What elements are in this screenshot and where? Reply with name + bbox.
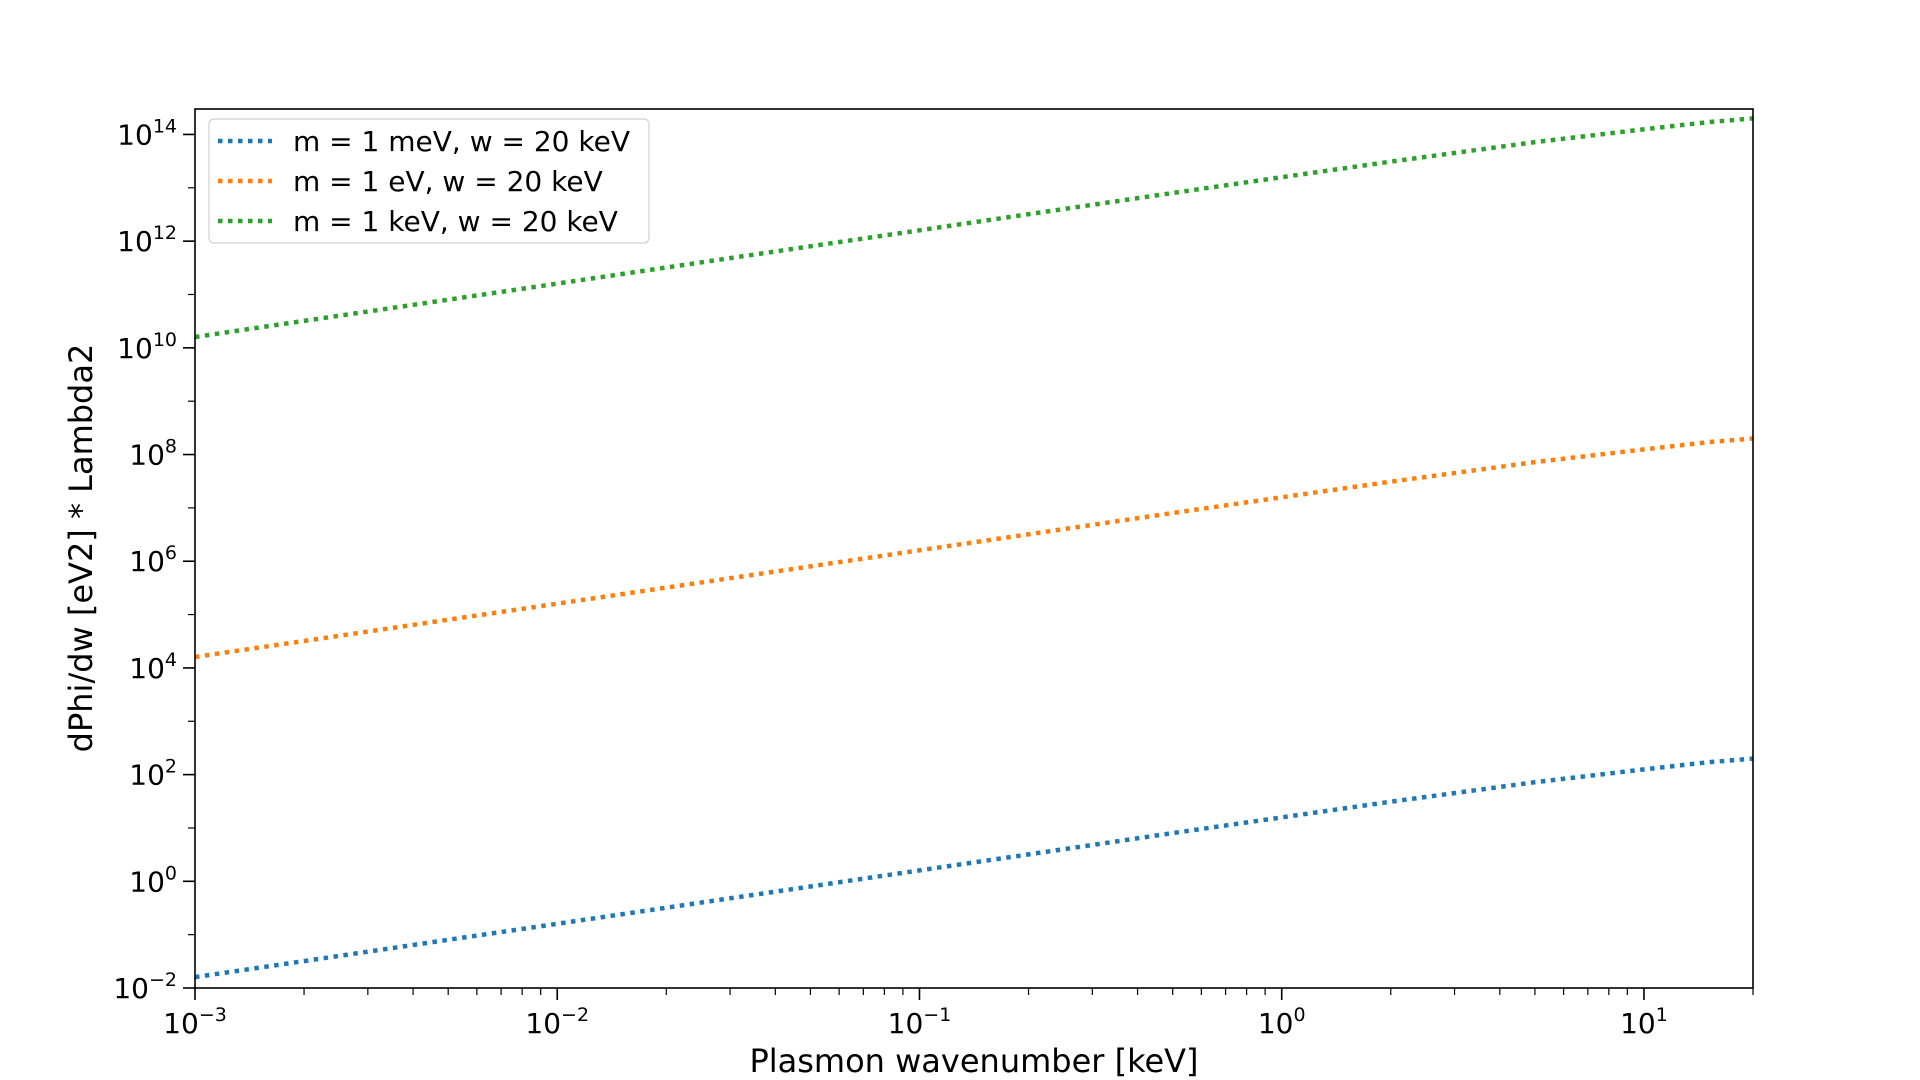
y-tick-label: 1010: [117, 329, 177, 365]
y-axis-label: dPhi/dw [eV2] * Lambda2: [62, 344, 100, 753]
y-tick-label: 1014: [117, 115, 177, 151]
x-tick-label: 10−2: [525, 1004, 589, 1040]
series-line-2: [194, 436, 1754, 660]
y-tick-label: 100: [129, 862, 177, 898]
legend-label: m = 1 eV, w = 20 keV: [293, 165, 603, 198]
y-tick-label: 102: [129, 756, 177, 792]
y-tick-label: 1012: [117, 222, 177, 258]
x-tick-label: 100: [1258, 1004, 1306, 1040]
x-tick-label: 101: [1620, 1004, 1668, 1040]
y-tick-label: 104: [129, 649, 177, 685]
legend-label: m = 1 meV, w = 20 keV: [293, 125, 630, 158]
legend-box: [208, 118, 650, 244]
x-tick-label: 10−1: [888, 1004, 952, 1040]
y-tick-label: 10−2: [113, 969, 177, 1005]
axes: 10−3 10−2 10−1 100 10110−2100102104106108101…: [113, 115, 1754, 1040]
plot-frame: [194, 108, 1754, 989]
x-axis-label: Plasmon wavenumber [keV]: [749, 1042, 1198, 1080]
y-tick-label: 106: [129, 542, 177, 578]
legend-label: m = 1 keV, w = 20 keV: [293, 205, 618, 238]
x-tick-label: 10−3: [163, 1004, 227, 1040]
y-tick-label: 108: [129, 436, 177, 472]
series-line-3: [194, 116, 1754, 340]
series-layer: [194, 116, 1754, 980]
series-line-1: [194, 756, 1754, 980]
legend: m = 1 meV, w = 20 keV m = 1 eV, w = 20 ke…: [208, 118, 650, 244]
